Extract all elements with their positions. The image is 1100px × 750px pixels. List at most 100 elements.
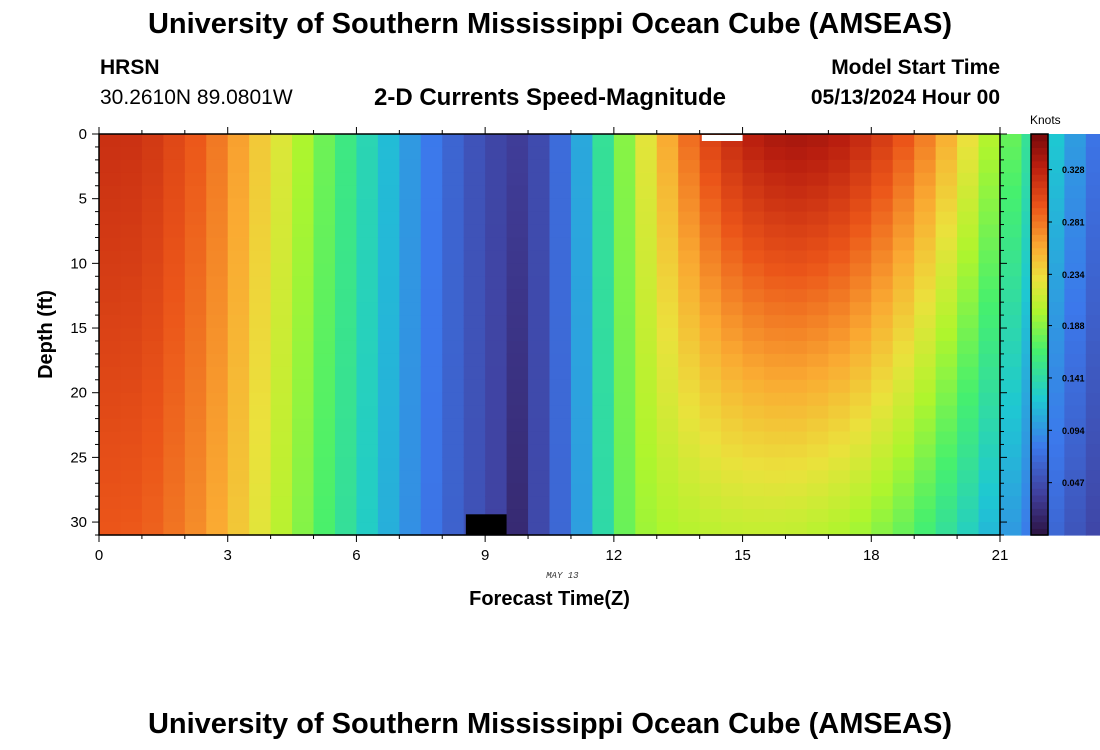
heatmap-cell [806, 250, 829, 264]
heatmap-cell [313, 405, 336, 420]
heatmap-cell [528, 224, 551, 239]
heatmap-cell [227, 418, 250, 433]
heatmap-cell [656, 366, 679, 381]
heatmap-cell [1085, 509, 1100, 523]
heatmap-cell [506, 263, 529, 277]
heatmap-cell [485, 263, 508, 277]
heatmap-cell [978, 198, 1001, 213]
heatmap-cell [957, 496, 980, 510]
heatmap-cell [592, 159, 615, 174]
heatmap-cell [313, 198, 336, 213]
heatmap-cell [935, 470, 958, 484]
heatmap-cell [184, 237, 207, 252]
heatmap-cell [721, 315, 744, 329]
heatmap-cell [978, 379, 1001, 394]
colorbar-tick-label: 0.281 [1062, 217, 1085, 227]
heatmap-cell [313, 483, 336, 497]
heatmap-cell [420, 509, 443, 523]
colorbar-segment [1031, 240, 1048, 249]
heatmap-cell [356, 340, 379, 355]
heatmap-cell [656, 418, 679, 433]
heatmap-cell [806, 353, 829, 368]
heatmap-cell [806, 444, 829, 458]
heatmap-cell [1064, 198, 1087, 213]
heatmap-cell [249, 522, 272, 536]
heatmap-cell [764, 289, 787, 303]
heatmap-cell [935, 263, 958, 277]
heatmap-cell [721, 509, 744, 523]
heatmap-cell [1085, 522, 1100, 536]
heatmap-cell [957, 198, 980, 213]
heatmap-cell [721, 198, 744, 213]
heatmap-cell [592, 509, 615, 523]
heatmap-cell [356, 237, 379, 252]
heatmap-cell [313, 289, 336, 303]
heatmap-cell [1000, 315, 1023, 329]
heatmap-cell [399, 276, 422, 290]
heatmap-cell [549, 340, 572, 355]
heatmap-cell [828, 224, 851, 239]
heatmap-cell [377, 159, 400, 174]
heatmap-cell [764, 522, 787, 536]
heatmap-cell [141, 392, 164, 407]
heatmap-cell [206, 211, 229, 226]
heatmap-cell [1000, 366, 1023, 381]
heatmap-cell [656, 224, 679, 239]
footer-title: University of Southern Mississippi Ocean… [147, 708, 953, 740]
heatmap-cell [635, 328, 658, 342]
heatmap-cell [356, 431, 379, 446]
heatmap-cell [334, 392, 358, 407]
heatmap-cell [292, 185, 315, 200]
heatmap-cell [678, 328, 701, 342]
heatmap-cell [506, 444, 529, 458]
heatmap-cell [184, 198, 207, 213]
heatmap-cell [1064, 263, 1087, 277]
x-tick-label: 21 [992, 547, 1009, 564]
heatmap-cell [163, 302, 186, 316]
heatmap-cell [764, 237, 787, 252]
heatmap-cell [377, 509, 400, 523]
heatmap-cell [184, 392, 207, 407]
heatmap-cell [420, 366, 443, 381]
heatmap-cell [377, 315, 400, 329]
heatmap-cell [206, 315, 229, 329]
heatmap-cell [506, 276, 529, 290]
heatmap-cell [249, 315, 272, 329]
heatmap-cell [292, 340, 315, 355]
heatmap-cell [1085, 483, 1100, 497]
heatmap-cell [249, 302, 272, 316]
heatmap-cell [570, 483, 593, 497]
heatmap-cell [420, 328, 443, 342]
heatmap-cell [613, 379, 636, 394]
colorbar-segment [1031, 508, 1048, 516]
heatmap-cell [849, 379, 872, 394]
heatmap-cell [99, 146, 122, 161]
heatmap-cell [785, 276, 808, 290]
heatmap-cell [635, 353, 658, 368]
heatmap-cell [528, 444, 551, 458]
heatmap-cell [99, 302, 122, 316]
heatmap-cell [227, 392, 250, 407]
heatmap-cell [871, 340, 894, 355]
heatmap-cell [549, 522, 572, 536]
heatmap-cell [570, 250, 593, 264]
heatmap-cell [785, 496, 808, 510]
heatmap-cell [292, 444, 315, 458]
heatmap-cell [227, 185, 250, 200]
heatmap-cell [506, 353, 529, 368]
heatmap-cell [699, 431, 722, 446]
heatmap-cell [978, 457, 1001, 471]
heatmap-cell [849, 418, 872, 433]
heatmap-cell [699, 353, 722, 368]
colorbar-segment [1031, 468, 1048, 476]
heatmap-cell [978, 224, 1001, 239]
heatmap-cell [742, 185, 765, 200]
x-tick-label: 3 [224, 547, 232, 564]
heatmap-cell [206, 366, 229, 381]
heatmap-cell [420, 146, 443, 161]
heatmap-cell [356, 250, 379, 264]
heatmap-cell [206, 405, 229, 420]
heatmap-cell [141, 431, 164, 446]
heatmap-cell [420, 418, 443, 433]
heatmap-cell [828, 392, 851, 407]
